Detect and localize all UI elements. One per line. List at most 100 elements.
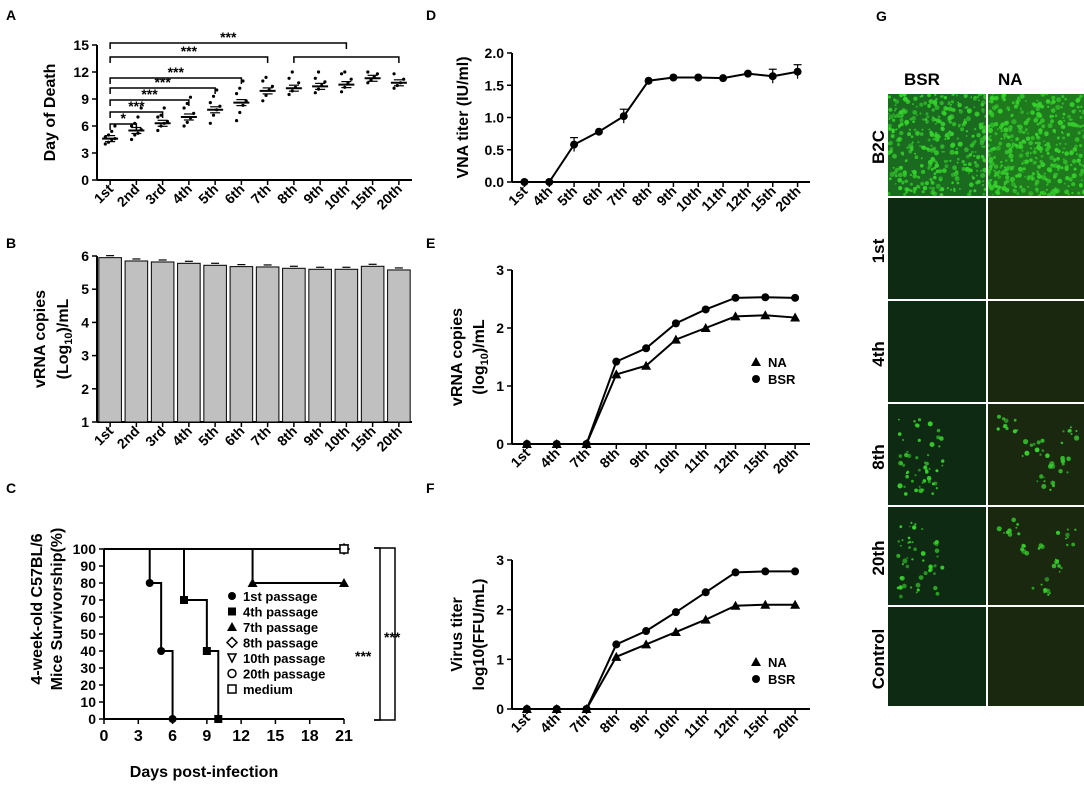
a-point-6th [234,119,239,123]
a-x-tick-label-3rd: 3rd [142,181,169,208]
f-x-tick-label-9th: 9th [626,710,652,736]
a-point-9th [323,80,327,84]
f-y-axis-title-line1: Virus titer [449,597,466,671]
e-line-bsr [526,296,796,445]
b-y-tick-label: 1 [81,414,89,430]
d-x-tick-label-12th: 12th [722,183,754,215]
a-significance-label: * [121,110,127,126]
d-y-tick-label: 1.0 [485,110,505,126]
c-significance-label-inner-text: *** [355,648,372,664]
c-marker-1st-passage [157,647,166,655]
d-marker-value-10th [694,73,703,82]
a-significance-label: *** [220,29,237,45]
a-point-5th [208,121,212,125]
d-y-tick-label: 1.5 [485,77,505,93]
c-legend-marker-medium [227,684,237,694]
a-significance-bracket [109,77,243,84]
e-x-tick-label-8th: 8th [596,445,622,471]
d-line-value [524,70,798,183]
e-x-tick-label-7th: 7th [566,445,592,471]
c-line-7th-passage [104,548,344,584]
a-point-7th [261,99,265,103]
a-point-15th [375,72,380,76]
a-point-7th [264,75,268,79]
e-y-tick-label: 2 [496,320,504,336]
a-point-3rd [162,106,166,110]
f-marker-bsr-4th [552,705,561,713]
e-y-axis-title-line2: (log10)/mL [471,319,491,395]
micrograph-4th-na [988,301,1084,402]
fluorescence-foci-20th-na [996,517,1077,596]
f-marker-bsr-10th [671,608,680,617]
a-point-7th [264,93,268,97]
f-marker-na-11th [700,614,711,624]
e-marker-bsr-1st [522,440,531,448]
a-significance-bracket [109,99,190,106]
a-x-tick-label-7th: 7th [248,181,274,207]
panel-label-e: E [426,235,435,251]
f-marker-na-12th [730,600,741,610]
e-marker-na-9th [641,360,652,370]
a-point-4th [188,95,193,99]
f-legend-label-na: NA [768,655,787,670]
a-point-15th [366,81,370,85]
c-marker-1st-passage [145,579,154,587]
a-x-tick-label-10th: 10th [321,181,353,213]
b-bar-20th [387,269,411,423]
b-y-tick-label: 6 [81,248,89,264]
micrograph-b2c-bsr [888,94,986,196]
f-x-tick-label-10th: 10th [650,710,682,742]
e-x-tick-label-9th: 9th [626,445,652,471]
a-point-5th [211,113,216,117]
d-y-tick-label: 0.5 [485,142,505,158]
f-line-bsr [526,570,796,710]
a-y-tick-label: 9 [81,91,89,107]
c-marker-7th-passage [247,578,258,587]
a-significance-bracket [109,87,216,94]
f-x-tick-label-11th: 11th [681,710,712,741]
a-significance-bracket [109,42,348,49]
b-y-tick-label: 5 [81,281,89,297]
a-point-9th [316,70,321,74]
c-x-tick-label: 9 [202,728,211,745]
a-x-tick-label-6th: 6th [221,181,247,207]
b-x-tick-label-15th: 15th [347,423,379,455]
f-marker-bsr-7th [582,705,591,713]
b-y-tick-label: 3 [81,348,89,364]
fluorescence-foci-8th-na [996,414,1080,491]
a-point-8th [287,76,291,80]
c-y-tick-label: 10 [80,694,96,710]
e-legend-label-na: NA [768,355,787,370]
f-x-tick-label-4th: 4th [537,710,563,736]
a-significance-bracket [109,111,164,118]
a-point-6th [238,110,242,115]
c-y-axis-title-line1: 4-week-old C57BL/6 [29,533,46,684]
a-point-2nd [136,115,140,119]
a-point-15th [366,70,370,74]
column-header-na: NA [998,70,1023,89]
micrograph-4th-bsr [888,301,986,402]
a-point-20th [392,72,396,76]
a-point-8th [297,81,301,85]
panel-label-g: G [876,8,887,24]
e-marker-bsr-11th [701,305,710,314]
a-point-3rd [159,113,163,117]
c-marker-medium [339,544,349,554]
f-x-tick-label-20th: 20th [770,710,802,742]
micrograph-20th-bsr [888,507,986,605]
micrograph-8th-na [988,404,1084,505]
c-y-tick-label: 0 [88,711,96,727]
a-point-10th [343,70,347,74]
f-y-tick-label: 3 [496,552,504,568]
c-legend-label-8th-passage: 8th passage [243,636,318,651]
a-significance-label: *** [128,98,145,114]
c-legend-marker-4th-passage [228,607,236,616]
c-y-tick-label: 90 [80,558,96,574]
row-label-4th: 4th [869,340,888,367]
b-x-tick-label-8th: 8th [274,423,300,449]
d-marker-value-4th [545,178,554,186]
c-y-tick-label: 20 [80,677,96,693]
e-y-tick-label: 0 [496,436,504,452]
d-x-tick-label-11th: 11th [698,183,729,214]
